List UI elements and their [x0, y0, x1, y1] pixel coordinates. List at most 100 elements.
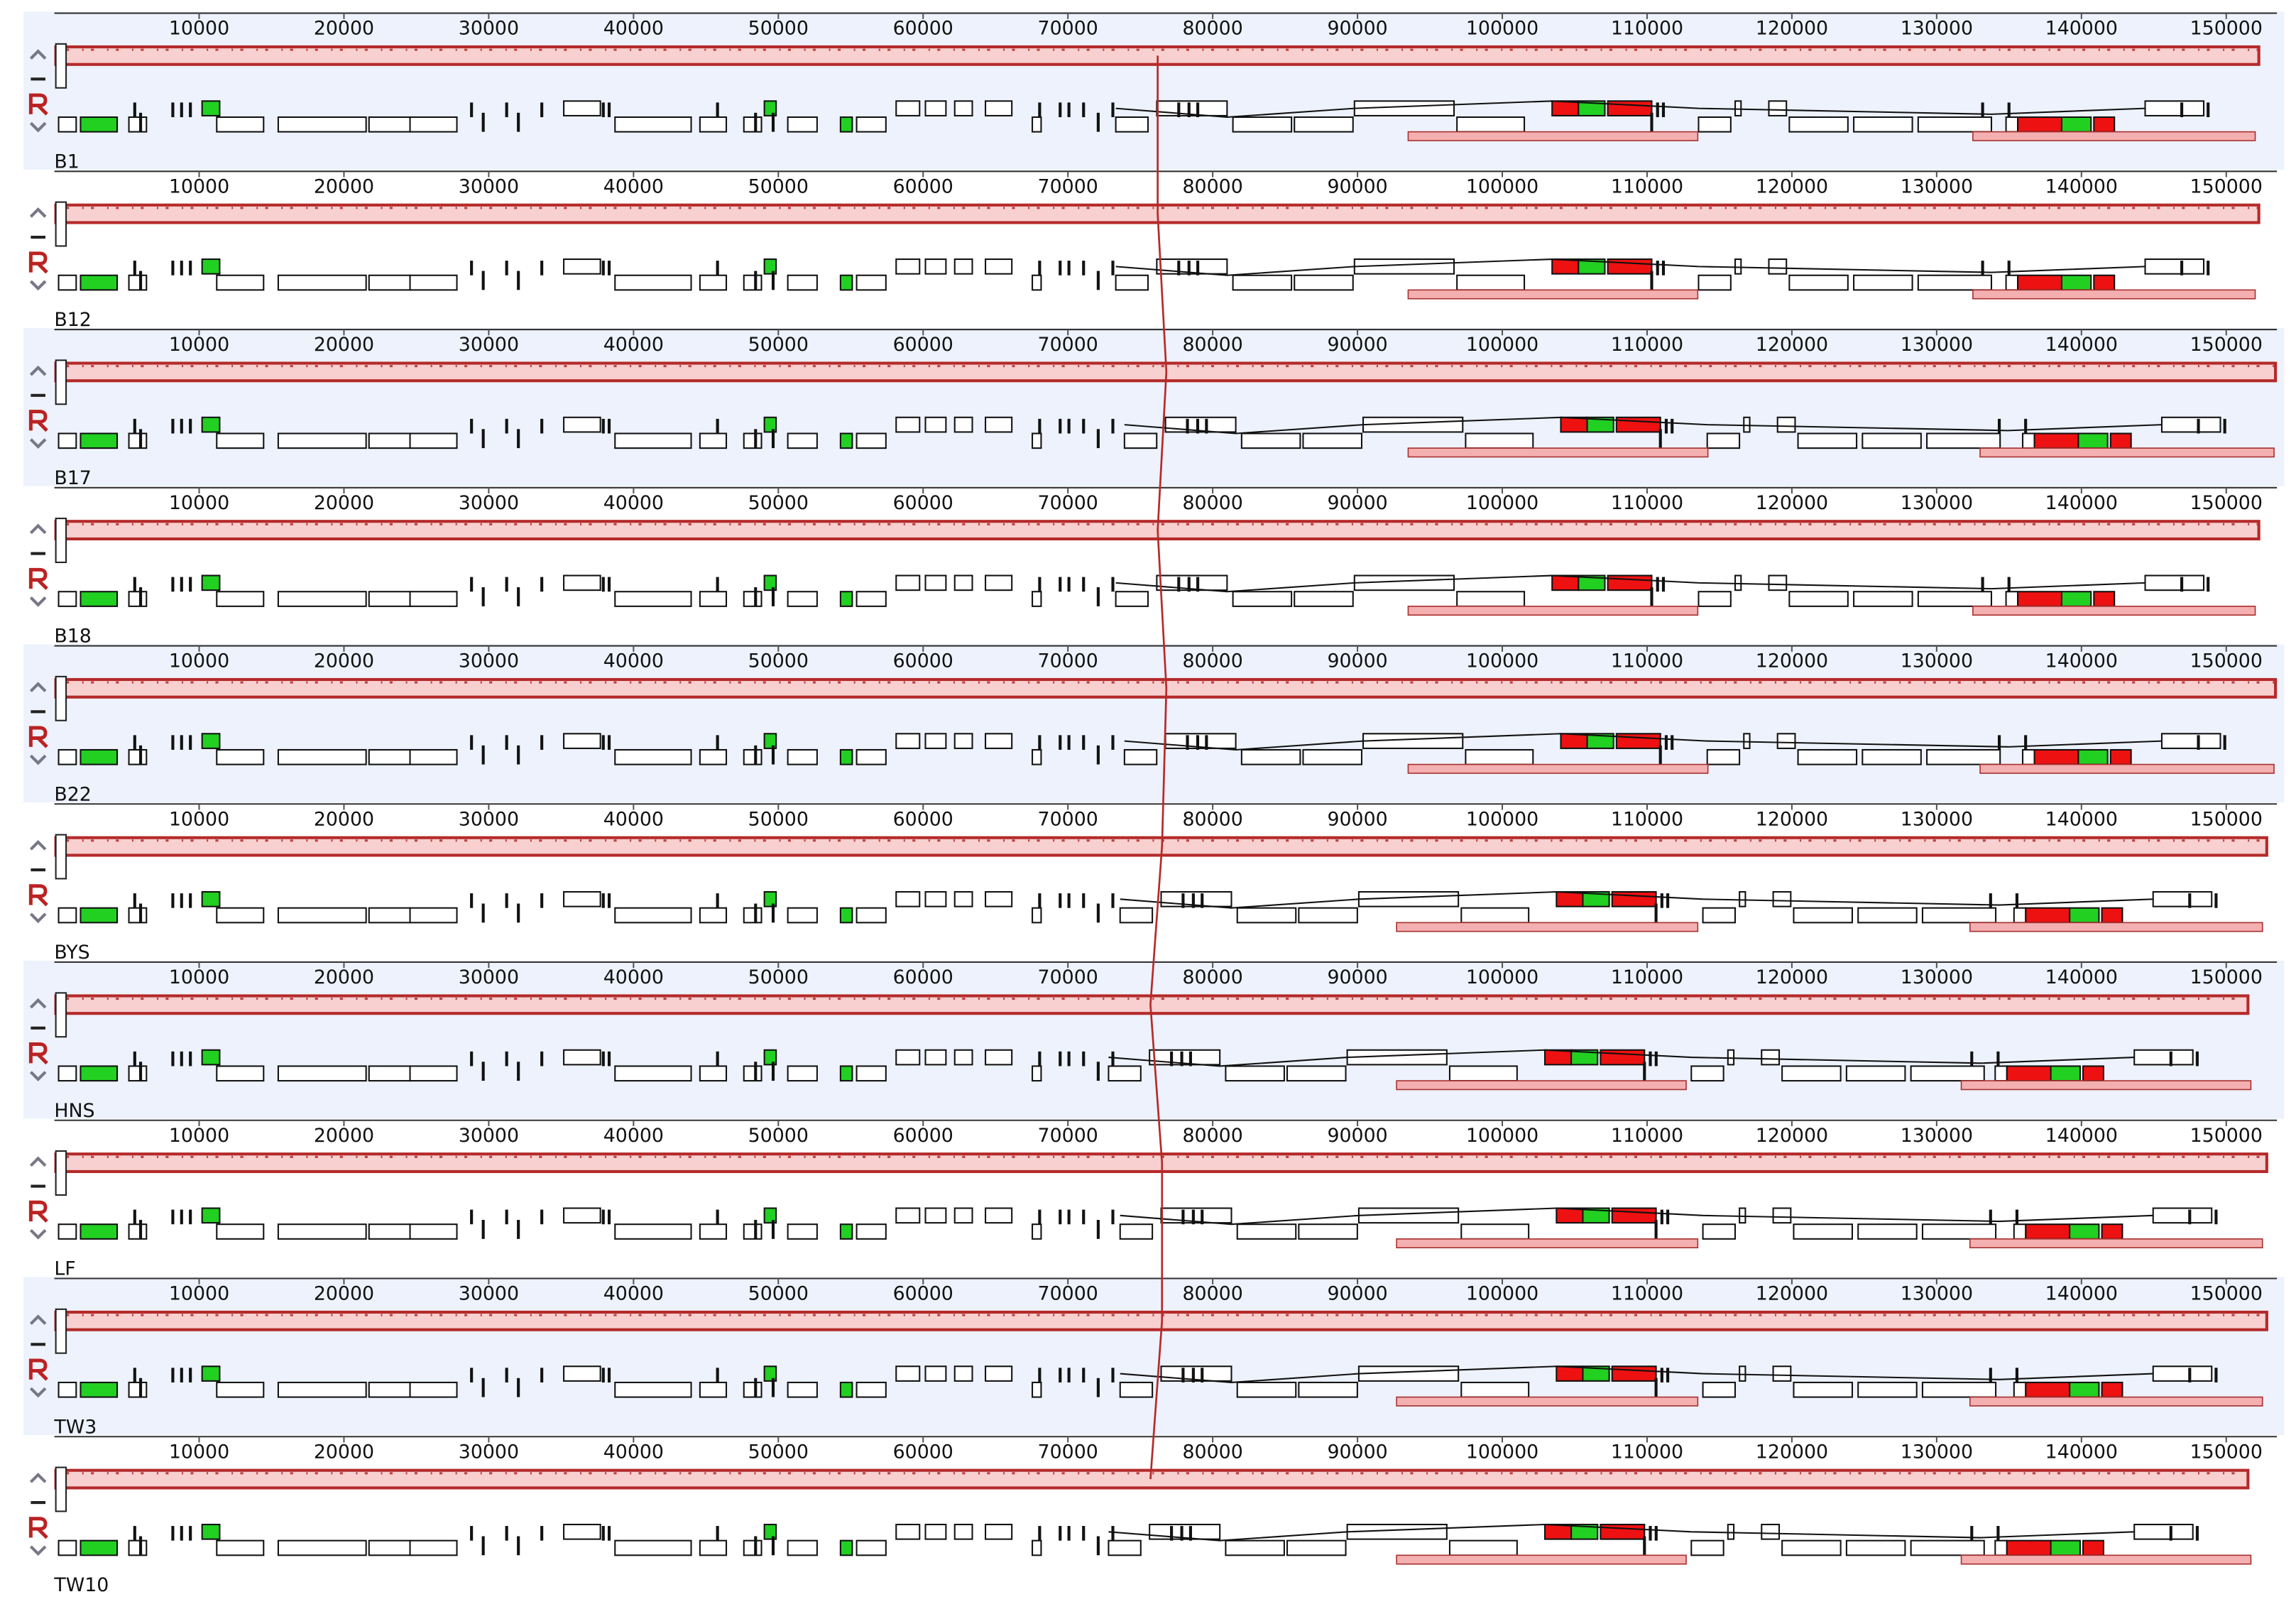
gene: [2082, 1065, 2104, 1082]
move-up-button[interactable]: [29, 1472, 47, 1483]
x-tick-label: 60000: [893, 1125, 953, 1147]
gene: [1032, 432, 1042, 449]
gene: [985, 890, 1013, 907]
move-up-button[interactable]: [29, 207, 47, 218]
reference-button[interactable]: [28, 93, 48, 116]
gene: [1556, 890, 1584, 907]
x-tick-label: 100000: [1466, 18, 1538, 40]
x-tick-label: 130000: [1901, 18, 1973, 40]
gene: [2077, 748, 2109, 765]
move-down-button[interactable]: [29, 912, 47, 924]
move-up-button[interactable]: [29, 998, 47, 1009]
gene: [2025, 1223, 2071, 1240]
x-tick-label: 40000: [603, 18, 664, 40]
gene: [1236, 1381, 1297, 1398]
x-tick-label: 130000: [1901, 175, 1973, 197]
gene: [1556, 1365, 1584, 1382]
gene-link: [1115, 574, 2145, 593]
x-tick-label: 110000: [1611, 492, 1683, 514]
x-tick-label: 10000: [169, 334, 229, 356]
reference-button[interactable]: [28, 1358, 48, 1381]
gene: [743, 1065, 762, 1082]
gene: [839, 591, 853, 607]
gene: [1586, 416, 1614, 433]
move-down-button[interactable]: [29, 1228, 47, 1240]
gene: [1615, 416, 1661, 433]
reference-button[interactable]: [28, 726, 48, 748]
move-up-button[interactable]: [29, 1314, 47, 1325]
move-up-button[interactable]: [29, 682, 47, 692]
x-tick-label: 90000: [1327, 1283, 1387, 1305]
reference-button[interactable]: [28, 410, 48, 432]
x-tick-label: 70000: [1038, 175, 1098, 197]
reference-button[interactable]: [28, 884, 48, 907]
move-up-button[interactable]: [29, 839, 47, 851]
reference-button[interactable]: [28, 567, 48, 590]
gene: [1772, 890, 1792, 907]
genome-start-box: [55, 359, 67, 405]
x-tick-label: 40000: [603, 1125, 664, 1147]
gene: [58, 1539, 77, 1556]
gene: [409, 1381, 458, 1398]
gene: [277, 274, 367, 291]
move-up-button[interactable]: [29, 49, 47, 60]
move-down-button[interactable]: [29, 121, 47, 133]
gene: [563, 1207, 601, 1224]
gene: [985, 1207, 1013, 1224]
gene: [1862, 432, 1922, 449]
gene: [2093, 116, 2116, 133]
reference-button[interactable]: [28, 1517, 48, 1539]
gene: [368, 748, 411, 765]
x-tick-label: 30000: [459, 650, 519, 672]
gene: [839, 116, 853, 133]
gene: [855, 907, 887, 924]
move-up-button[interactable]: [29, 365, 47, 376]
gene: [839, 907, 853, 924]
move-up-button[interactable]: [29, 1156, 47, 1167]
gene: [216, 432, 265, 449]
gene: [953, 258, 973, 275]
gene: [985, 733, 1013, 749]
gene: [614, 1065, 692, 1082]
genome-start-box: [55, 1150, 67, 1196]
gene: [2060, 591, 2092, 607]
gene: [2133, 1049, 2194, 1066]
gene: [1032, 907, 1042, 924]
gene: [839, 748, 853, 765]
move-down-button[interactable]: [29, 1387, 47, 1398]
genome-name: B17: [54, 467, 91, 489]
gene: [80, 1539, 119, 1556]
x-tick-label: 90000: [1327, 18, 1387, 40]
move-down-button[interactable]: [29, 1071, 47, 1081]
move-down-button[interactable]: [29, 596, 47, 607]
move-down-button[interactable]: [29, 438, 47, 449]
x-tick-label: 60000: [893, 18, 953, 40]
gene: [1853, 591, 1913, 607]
gene: [563, 1049, 601, 1066]
gene: [2006, 1065, 2052, 1082]
move-down-button[interactable]: [29, 754, 47, 765]
gene: [201, 258, 221, 275]
gene: [58, 1065, 77, 1082]
gene: [1917, 274, 1992, 291]
gene: [1702, 907, 1736, 924]
gene: [787, 1065, 818, 1082]
x-tick-label: 70000: [1038, 1283, 1098, 1305]
gene: [895, 100, 921, 116]
reference-button[interactable]: [28, 1042, 48, 1065]
gene: [1857, 907, 1918, 924]
x-tick-label: 110000: [1611, 175, 1683, 197]
reference-button[interactable]: [28, 251, 48, 274]
x-tick-label: 80000: [1183, 175, 1243, 197]
gene: [128, 748, 148, 765]
move-down-button[interactable]: [29, 280, 47, 291]
gene: [1910, 1539, 1985, 1556]
move-up-button[interactable]: [29, 523, 47, 535]
gene: [216, 591, 265, 607]
move-down-button[interactable]: [29, 1545, 47, 1556]
x-tick-label: 100000: [1466, 1441, 1538, 1463]
gene: [1578, 574, 1606, 591]
x-tick-label: 20000: [314, 334, 374, 356]
reference-button[interactable]: [28, 1200, 48, 1223]
gene: [953, 1365, 973, 1382]
